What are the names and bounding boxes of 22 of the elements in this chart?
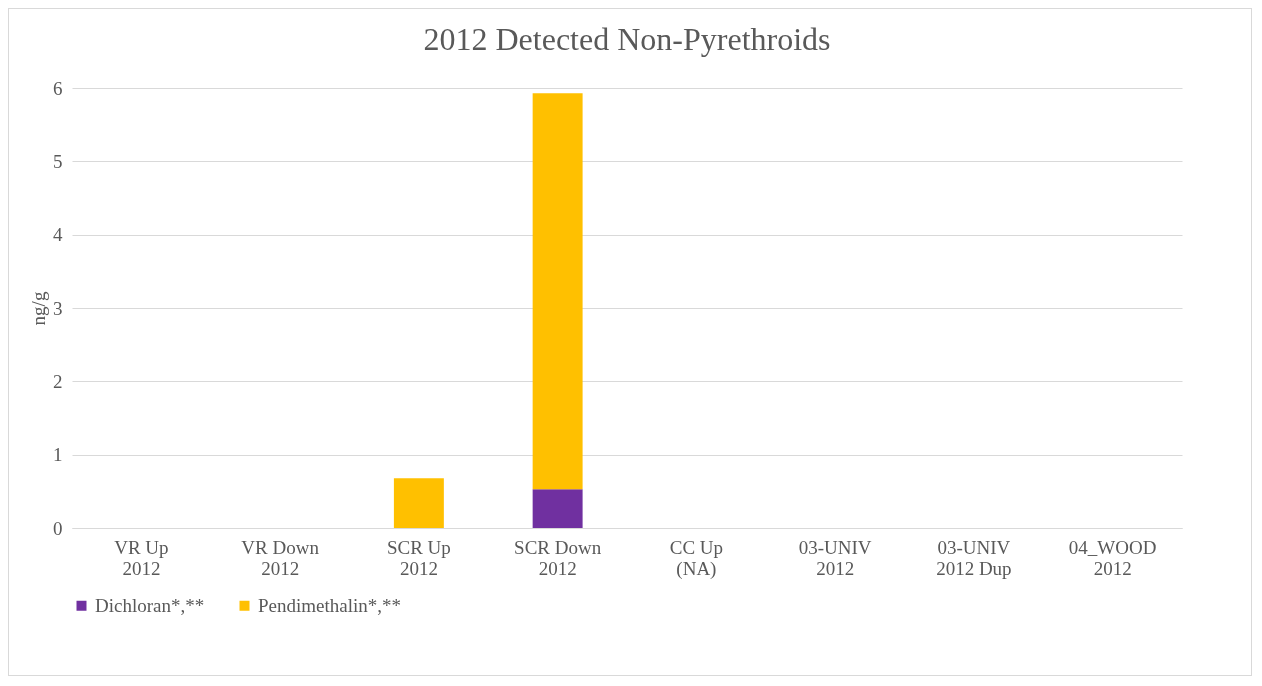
x-tick-label: 04_WOOD 2012 — [1068, 536, 1157, 579]
x-tick-label: 03-UNIV 2012 Dup — [936, 536, 1012, 579]
bar — [532, 93, 583, 490]
y-tick-label: 4 — [53, 224, 63, 246]
y-tick-label: 3 — [53, 297, 63, 319]
legend-label: Dichloran*,** — [95, 594, 205, 616]
x-tick-label: VR Down 2012 — [241, 536, 320, 579]
x-tick-label: SCR Down 2012 — [514, 536, 602, 579]
legend-label: Pendimethalin*,** — [258, 594, 402, 616]
x-tick-label: 03-UNIV 2012 — [798, 536, 872, 579]
x-tick-label: CC Up (NA) — [669, 536, 724, 580]
chart-title: 2012 Detected Non-Pyrethroids — [423, 21, 831, 57]
y-tick-label: 2 — [53, 370, 63, 392]
y-tick-label: 6 — [53, 77, 63, 99]
y-tick-label: 0 — [53, 517, 63, 539]
y-tick-label: 1 — [53, 444, 63, 466]
bar — [393, 478, 444, 528]
x-tick-label: VR Up 2012 — [114, 536, 169, 579]
y-tick-label: 5 — [53, 150, 63, 172]
x-tick-label: SCR Up 2012 — [386, 536, 451, 579]
y-axis-title: ng/g — [28, 291, 49, 326]
bar — [532, 489, 583, 528]
